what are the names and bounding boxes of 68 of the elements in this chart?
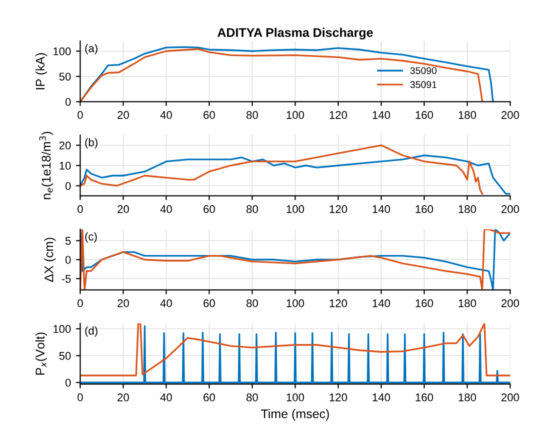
x-tick-label: 200: [502, 299, 520, 308]
annotation: (d): [85, 326, 98, 337]
y-tick-label: 100: [53, 325, 71, 333]
y-tick-label: 5: [65, 237, 71, 245]
x-tick-label: 40: [160, 393, 172, 402]
x-tick-label: 80: [246, 299, 258, 308]
y-tick-label: -5: [62, 274, 71, 283]
x-tick-label: 100: [286, 111, 304, 119]
chart-title: ADITYA Plasma Discharge: [217, 28, 373, 40]
x-tick-label: 200: [502, 111, 520, 119]
y-tick-label: 0: [65, 98, 71, 106]
x-tick-label: 140: [372, 205, 390, 214]
y-axis-title: ΔX (cm): [44, 238, 56, 282]
x-tick-label: 20: [118, 299, 129, 308]
x-tick-label: 160: [416, 205, 434, 214]
x-tick-label: 80: [246, 111, 258, 119]
y-tick-label: 100: [53, 47, 71, 56]
x-tick-label: 60: [204, 205, 215, 214]
x-tick-label: 40: [160, 205, 172, 214]
annotation: (a): [85, 44, 98, 54]
x-tick-label: 0: [78, 393, 83, 402]
y-tick-label: 0: [65, 256, 71, 264]
legend-label: 35090: [410, 67, 437, 74]
x-tick-label: 40: [160, 111, 172, 119]
x-tick-label: 180: [458, 111, 476, 119]
annotation: (b): [85, 138, 98, 149]
x-tick-label: 0: [78, 205, 83, 214]
y-tick-label: 0: [65, 378, 71, 387]
x-tick-label: 120: [330, 111, 348, 119]
x-tick-label: 180: [458, 205, 476, 214]
y-axis-title: IP (kA): [35, 53, 48, 90]
x-tick-label: 120: [330, 299, 348, 308]
x-tick-label: 160: [416, 111, 434, 119]
y-tick-label: 50: [59, 352, 71, 360]
x-tick-label: 180: [458, 299, 476, 308]
annotation: (c): [85, 232, 97, 243]
x-tick-label: 200: [502, 393, 520, 402]
x-tick-label: 60: [204, 299, 215, 308]
legend-label: 35091: [410, 81, 436, 88]
y-tick-label: 10: [60, 162, 71, 170]
x-tick-label: 140: [372, 393, 390, 402]
x-tick-label: 100: [286, 205, 304, 214]
x-tick-label: 20: [118, 111, 129, 119]
x-tick-label: 140: [372, 299, 390, 308]
x-tick-label: 180: [458, 393, 476, 402]
x-tick-label: 120: [330, 205, 348, 214]
y-axis-title: n$_{e}$(1e18/m$^{3}$): [39, 132, 54, 200]
y-tick-label: 0: [65, 182, 71, 190]
x-tick-label: 80: [246, 393, 258, 402]
x-tick-label: 0: [78, 299, 83, 308]
x-tick-label: 0: [78, 111, 83, 119]
x-tick-label: 20: [118, 205, 129, 214]
y-tick-label: 20: [59, 142, 71, 150]
y-axis-title: P$_{x}$(Volt): [35, 332, 47, 375]
x-tick-label: 100: [286, 393, 304, 402]
x-tick-label: 40: [160, 299, 172, 308]
x-tick-label: 100: [286, 299, 304, 308]
x-tick-label: 160: [416, 393, 434, 402]
x-tick-label: 140: [372, 111, 390, 119]
x-tick-label: 20: [118, 393, 129, 402]
x-axis-title: Time (msec): [261, 409, 329, 421]
x-tick-label: 200: [502, 205, 520, 214]
x-tick-label: 120: [330, 393, 348, 402]
y-tick-label: 50: [59, 72, 71, 81]
x-tick-label: 60: [204, 111, 215, 119]
x-tick-label: 160: [416, 299, 434, 308]
x-tick-label: 80: [246, 205, 258, 214]
x-tick-label: 60: [204, 393, 215, 402]
